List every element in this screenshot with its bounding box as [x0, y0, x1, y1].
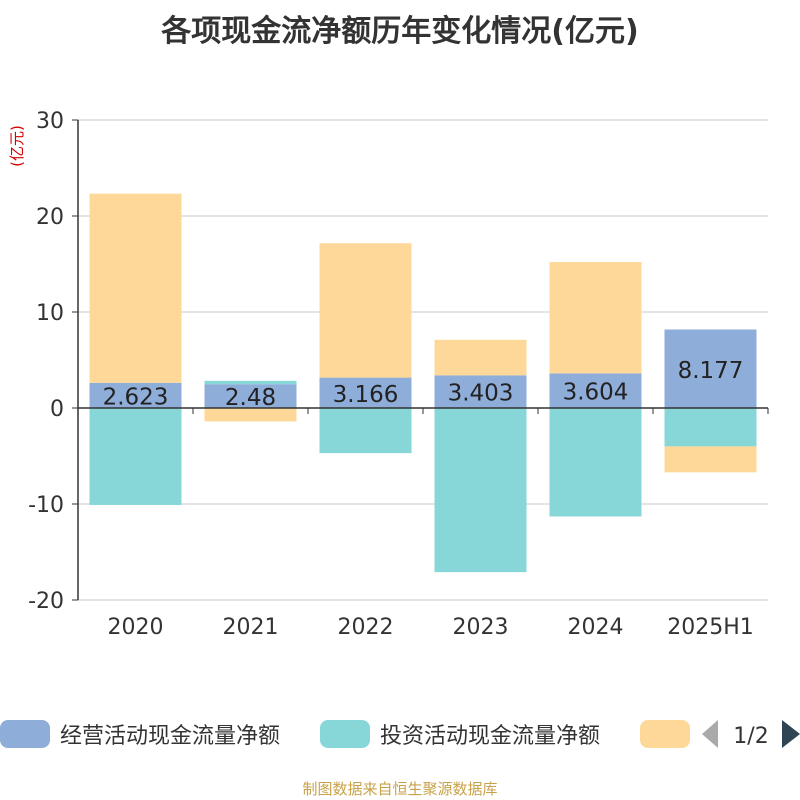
- y-axis-label: (亿元): [8, 125, 26, 167]
- x-tick-label: 2025H1: [667, 615, 754, 640]
- data-label: 2.623: [103, 384, 169, 410]
- pager-next-icon[interactable]: [782, 720, 800, 748]
- y-tick-label: 10: [36, 301, 64, 326]
- bar-financing[interactable]: [204, 408, 297, 422]
- legend-swatch[interactable]: [0, 720, 50, 748]
- bar-financing[interactable]: [549, 262, 642, 374]
- data-label: 3.166: [333, 382, 399, 408]
- chart-title: 各项现金流净额历年变化情况(亿元): [161, 14, 639, 49]
- y-tick-label: -20: [28, 589, 64, 614]
- legend-swatch[interactable]: [320, 720, 370, 748]
- y-tick-label: 20: [36, 205, 64, 230]
- y-tick-label: 0: [50, 397, 64, 422]
- x-tick-label: 2023: [453, 615, 509, 640]
- x-tick-label: 2022: [338, 615, 394, 640]
- data-label: 2.48: [225, 385, 276, 411]
- y-tick-label: -10: [28, 493, 64, 518]
- bar-financing[interactable]: [319, 243, 412, 378]
- data-label: 3.604: [563, 380, 629, 406]
- bar-investing[interactable]: [89, 408, 182, 505]
- bar-financing[interactable]: [89, 193, 182, 383]
- legend-swatch[interactable]: [640, 720, 690, 748]
- legend-label[interactable]: 投资活动现金流量净额: [380, 724, 600, 749]
- x-tick-label: 2021: [223, 615, 279, 640]
- pager-label: 1/2: [733, 724, 768, 749]
- bar-investing[interactable]: [664, 408, 757, 447]
- bar-investing[interactable]: [549, 408, 642, 517]
- data-label: 3.403: [448, 381, 514, 407]
- bar-financing[interactable]: [434, 339, 527, 376]
- y-tick-label: 30: [36, 109, 64, 134]
- bar-operating[interactable]: [434, 375, 527, 408]
- bar-investing[interactable]: [434, 408, 527, 573]
- legend-label[interactable]: 经营活动现金流量净额: [60, 724, 280, 749]
- x-tick-label: 2020: [108, 615, 164, 640]
- bar-operating[interactable]: [204, 384, 297, 408]
- bar-operating[interactable]: [319, 377, 412, 408]
- bar-operating[interactable]: [549, 373, 642, 408]
- data-source-note: 制图数据来自恒生聚源数据库: [302, 780, 498, 798]
- pager-prev-icon[interactable]: [702, 720, 718, 748]
- bar-operating[interactable]: [89, 382, 182, 408]
- bar-financing[interactable]: [664, 446, 757, 473]
- data-label: 8.177: [678, 358, 744, 384]
- bar-investing[interactable]: [204, 380, 297, 385]
- x-tick-label: 2024: [568, 615, 624, 640]
- bar-investing[interactable]: [319, 408, 412, 454]
- bar-operating[interactable]: [664, 329, 757, 408]
